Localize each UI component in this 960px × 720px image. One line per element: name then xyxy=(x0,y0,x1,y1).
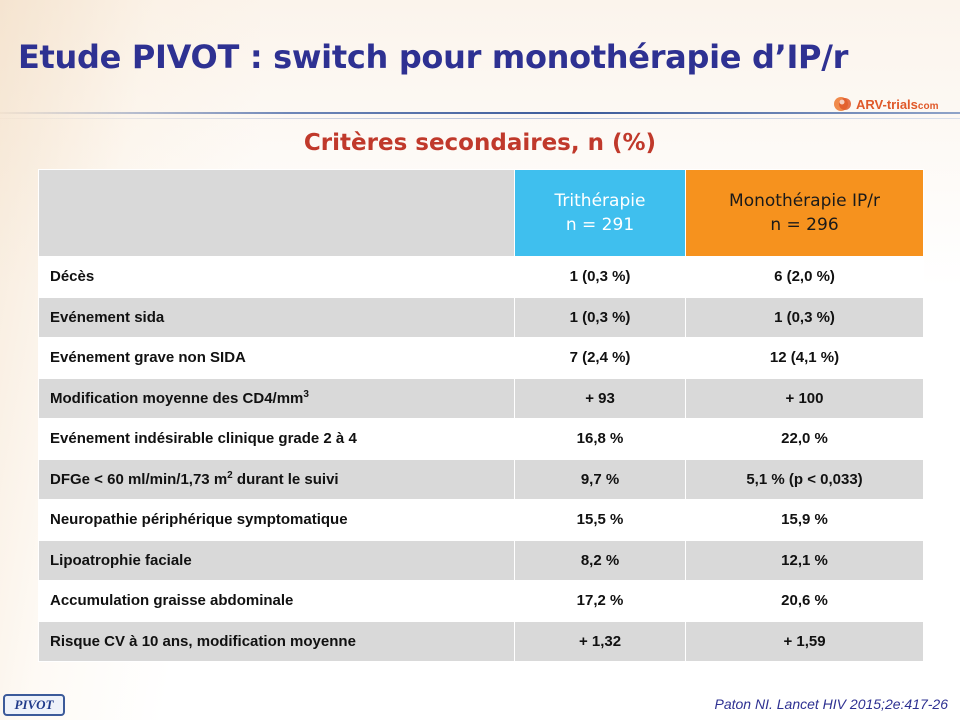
row-label-text: Evénement indésirable clinique grade 2 à… xyxy=(50,430,357,448)
tritherapie-value: 1 (0,3 %) xyxy=(514,256,686,298)
header-monotherapie-n: n = 296 xyxy=(770,215,839,235)
table-row: Lipoatrophie faciale 8,2 % 12,1 % xyxy=(38,539,924,581)
monotherapie-value: 20,6 % xyxy=(685,580,924,622)
row-label: Evénement grave non SIDA xyxy=(38,337,515,379)
row-label-superscript: 3 xyxy=(303,389,309,401)
arv-trials-logo-icon xyxy=(832,95,854,113)
header-monotherapie: Monothérapie IP/r n = 296 xyxy=(685,169,924,257)
row-label: Neuropathie périphérique symptomatique xyxy=(38,499,515,541)
monotherapie-value: + 100 xyxy=(685,377,924,419)
row-label: Evénement indésirable clinique grade 2 à… xyxy=(38,418,515,460)
tritherapie-value: 17,2 % xyxy=(514,580,686,622)
table-row: Accumulation graisse abdominale 17,2 % 20,… xyxy=(38,580,924,622)
title-divider xyxy=(0,112,960,114)
arv-trials-logo: ARV-trialscom xyxy=(832,94,938,114)
row-label: Accumulation graisse abdominale xyxy=(38,580,515,622)
table-row: Risque CV à 10 ans, modification moyenne… xyxy=(38,620,924,662)
monotherapie-value: 5,1 % (p < 0,033) xyxy=(685,458,924,500)
tritherapie-value: 15,5 % xyxy=(514,499,686,541)
row-label-text: Décès xyxy=(50,268,95,286)
row-label-text: Modification moyenne des CD4/mm xyxy=(50,390,304,408)
monotherapie-value: 12,1 % xyxy=(685,539,924,581)
monotherapie-value: 6 (2,0 %) xyxy=(685,256,924,298)
page-title: Etude PIVOT : switch pour monothérapie d… xyxy=(18,38,849,76)
logo-text: ARV-trialscom xyxy=(856,96,939,112)
table-row: Evénement indésirable clinique grade 2 à… xyxy=(38,418,924,460)
table-row: Modification moyenne des CD4/mm3 + 93 + 10… xyxy=(38,377,924,419)
tritherapie-value: 7 (2,4 %) xyxy=(514,337,686,379)
row-label-text: Risque CV à 10 ans, modification moyenne xyxy=(50,632,356,650)
citation: Paton NI. Lancet HIV 2015;2e:417-26 xyxy=(714,696,949,712)
row-label-superscript: 2 xyxy=(227,470,233,482)
table-row: Evénement grave non SIDA 7 (2,4 %) 12 (4,1… xyxy=(38,337,924,379)
tritherapie-value: 16,8 % xyxy=(514,418,686,460)
header-tritherapie-label: Trithérapie xyxy=(554,191,646,211)
results-table: Trithérapie n = 291 Monothérapie IP/r n … xyxy=(38,169,924,662)
row-label: Lipoatrophie faciale xyxy=(38,539,515,581)
row-label-text: Lipoatrophie faciale xyxy=(50,551,192,569)
header-monotherapie-label: Monothérapie IP/r xyxy=(729,191,880,211)
header-tritherapie: Trithérapie n = 291 xyxy=(514,169,686,257)
header-blank-cell xyxy=(38,169,515,257)
monotherapie-value: 15,9 % xyxy=(685,499,924,541)
tritherapie-value: 9,7 % xyxy=(514,458,686,500)
row-label: DFGe < 60 ml/min/1,73 m2 durant le suivi xyxy=(38,458,515,500)
row-label-suffix: durant le suivi xyxy=(232,471,339,489)
row-label-text: Neuropathie périphérique symptomatique xyxy=(50,511,348,529)
row-label-text: Evénement grave non SIDA xyxy=(50,349,246,367)
monotherapie-value: 22,0 % xyxy=(685,418,924,460)
row-label: Décès xyxy=(38,256,515,298)
row-label-text: DFGe < 60 ml/min/1,73 m xyxy=(50,471,228,489)
tritherapie-value: + 1,32 xyxy=(514,620,686,662)
table-row: DFGe < 60 ml/min/1,73 m2 durant le suivi… xyxy=(38,458,924,500)
table-row: Evénement sida 1 (0,3 %) 1 (0,3 %) xyxy=(38,296,924,338)
monotherapie-value: + 1,59 xyxy=(685,620,924,662)
tritherapie-value: 1 (0,3 %) xyxy=(514,296,686,338)
monotherapie-value: 12 (4,1 %) xyxy=(685,337,924,379)
table-body: Décès 1 (0,3 %) 6 (2,0 %) Evénement sida 1 (… xyxy=(38,256,924,662)
row-label: Evénement sida xyxy=(38,296,515,338)
row-label: Modification moyenne des CD4/mm3 xyxy=(38,377,515,419)
tritherapie-value: + 93 xyxy=(514,377,686,419)
table-row: Décès 1 (0,3 %) 6 (2,0 %) xyxy=(38,256,924,298)
header-tritherapie-n: n = 291 xyxy=(565,215,635,235)
row-label-text: Evénement sida xyxy=(50,308,165,326)
monotherapie-value: 1 (0,3 %) xyxy=(685,296,924,338)
title-divider-secondary xyxy=(0,118,960,119)
table-subtitle: Critères secondaires, n (%) xyxy=(303,130,657,156)
table-row: Neuropathie périphérique symptomatique 15… xyxy=(38,499,924,541)
row-label: Risque CV à 10 ans, modification moyenne xyxy=(38,620,515,662)
table-header-row: Trithérapie n = 291 Monothérapie IP/r n … xyxy=(38,169,924,257)
row-label-text: Accumulation graisse abdominale xyxy=(50,592,294,610)
pivot-badge: PIVOT xyxy=(3,694,65,716)
tritherapie-value: 8,2 % xyxy=(514,539,686,581)
